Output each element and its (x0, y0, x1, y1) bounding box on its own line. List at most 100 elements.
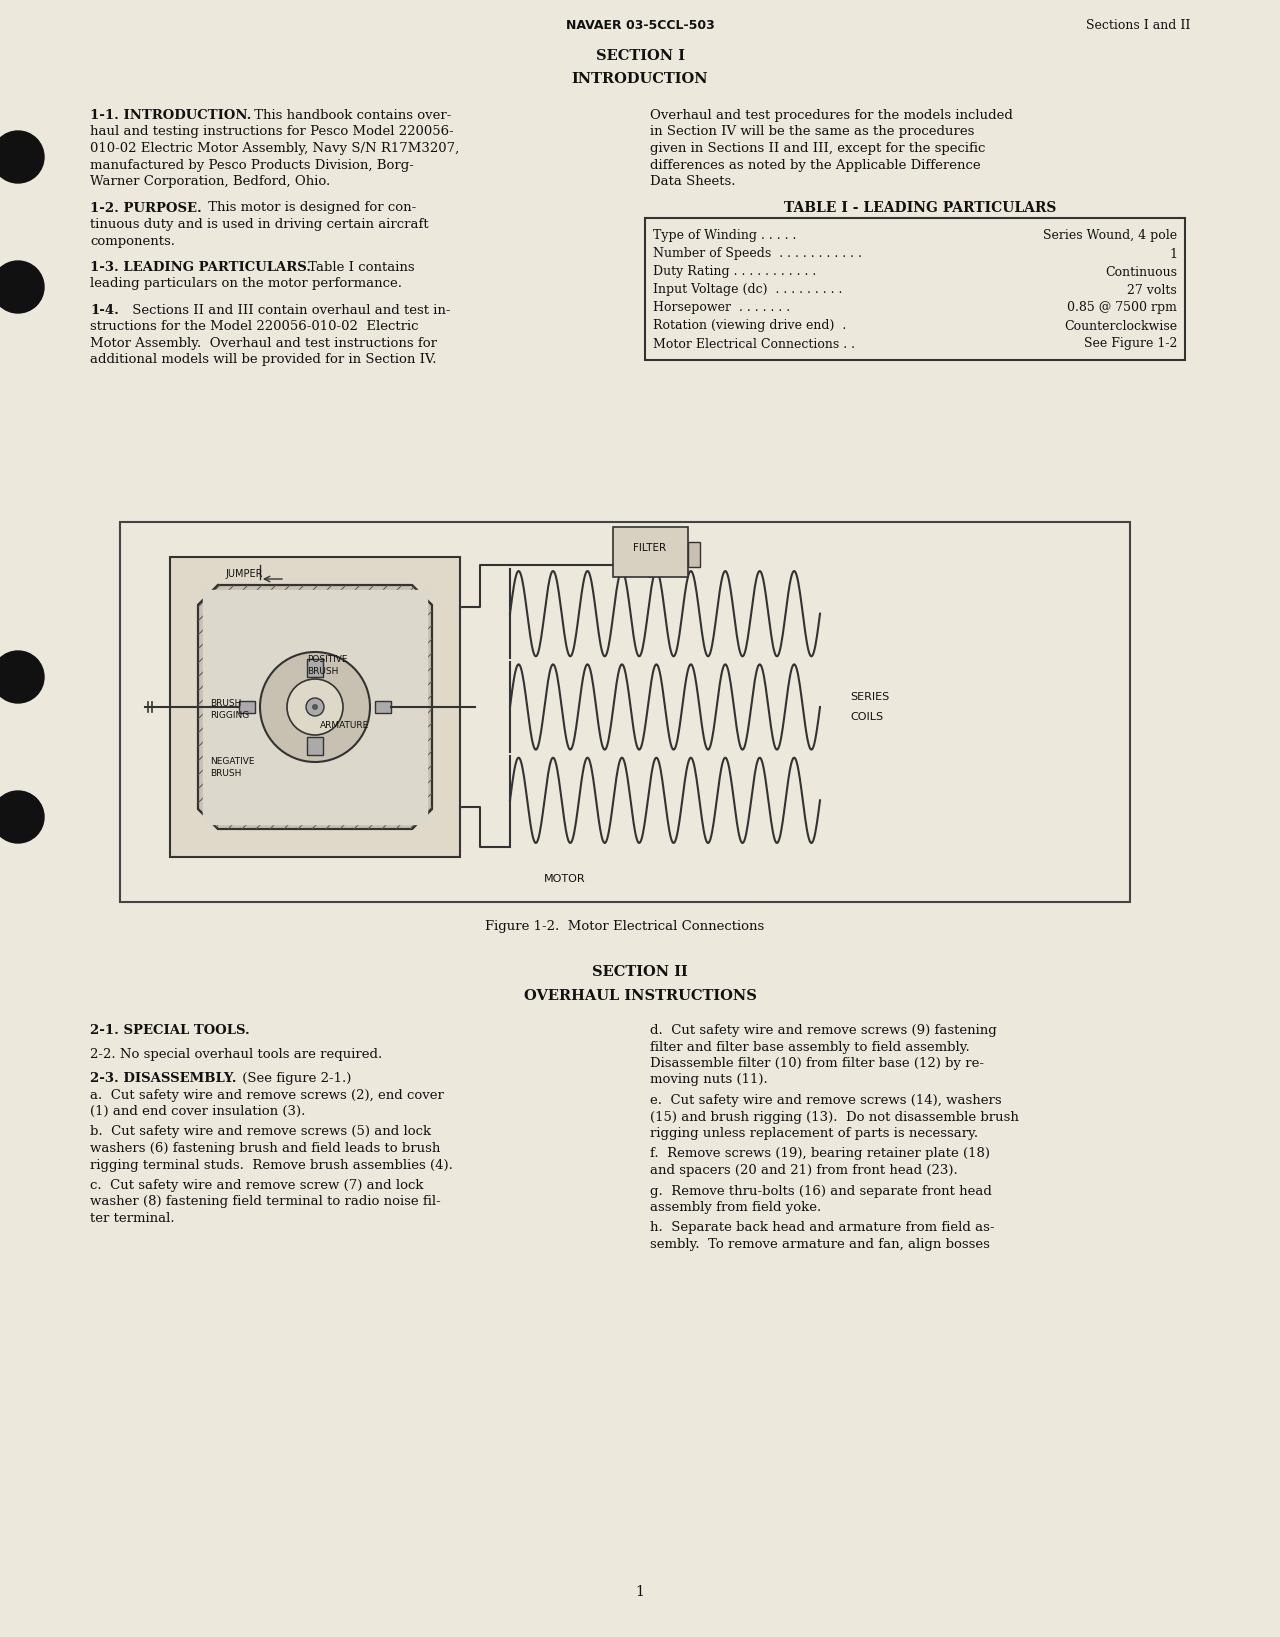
Text: washer (8) fastening field terminal to radio noise fil-: washer (8) fastening field terminal to r… (90, 1195, 440, 1208)
Text: and spacers (20 and 21) from front head (23).: and spacers (20 and 21) from front head … (650, 1164, 957, 1177)
Text: ter terminal.: ter terminal. (90, 1211, 174, 1224)
Text: SERIES: SERIES (850, 692, 890, 702)
Text: c.  Cut safety wire and remove screw (7) and lock: c. Cut safety wire and remove screw (7) … (90, 1179, 424, 1192)
Bar (375, 701, 390, 714)
Text: a.  Cut safety wire and remove screws (2), end cover: a. Cut safety wire and remove screws (2)… (90, 1089, 444, 1102)
Text: INTRODUCTION: INTRODUCTION (572, 72, 708, 87)
Polygon shape (198, 584, 433, 828)
Bar (307, 660, 323, 678)
Text: ARMATURE: ARMATURE (320, 720, 369, 730)
Circle shape (0, 652, 44, 702)
Text: rigging terminal studs.  Remove brush assemblies (4).: rigging terminal studs. Remove brush ass… (90, 1159, 453, 1172)
Circle shape (287, 679, 343, 735)
Text: Type of Winding . . . . .: Type of Winding . . . . . (653, 229, 796, 242)
Text: e.  Cut safety wire and remove screws (14), washers: e. Cut safety wire and remove screws (14… (650, 1094, 1002, 1107)
Text: additional models will be provided for in Section IV.: additional models will be provided for i… (90, 354, 436, 367)
Bar (239, 701, 255, 714)
Text: d.  Cut safety wire and remove screws (9) fastening: d. Cut safety wire and remove screws (9)… (650, 1025, 997, 1036)
Text: This handbook contains over-: This handbook contains over- (250, 110, 452, 123)
Text: Table I contains: Table I contains (305, 260, 415, 273)
Text: Number of Speeds  . . . . . . . . . . .: Number of Speeds . . . . . . . . . . . (653, 247, 861, 260)
Text: 1: 1 (1169, 247, 1178, 260)
Text: 010-02 Electric Motor Assembly, Navy S/N R17M3207,: 010-02 Electric Motor Assembly, Navy S/N… (90, 142, 460, 156)
Text: Warner Corporation, Bedford, Ohio.: Warner Corporation, Bedford, Ohio. (90, 175, 330, 188)
Circle shape (0, 131, 44, 183)
Text: Data Sheets.: Data Sheets. (650, 175, 736, 188)
Text: in Section IV will be the same as the procedures: in Section IV will be the same as the pr… (650, 126, 974, 139)
Text: washers (6) fastening brush and field leads to brush: washers (6) fastening brush and field le… (90, 1143, 440, 1156)
Text: (1) and end cover insulation (3).: (1) and end cover insulation (3). (90, 1105, 306, 1118)
Text: sembly.  To remove armature and fan, align bosses: sembly. To remove armature and fan, alig… (650, 1238, 989, 1251)
Text: BRUSH: BRUSH (210, 769, 242, 778)
Text: COILS: COILS (850, 712, 883, 722)
Bar (204, 589, 428, 823)
Text: 2-3. DISASSEMBLY.: 2-3. DISASSEMBLY. (90, 1072, 237, 1085)
Text: assembly from field yoke.: assembly from field yoke. (650, 1202, 822, 1215)
Text: OVERHAUL INSTRUCTIONS: OVERHAUL INSTRUCTIONS (524, 989, 756, 1003)
Text: h.  Separate back head and armature from field as-: h. Separate back head and armature from … (650, 1221, 995, 1234)
Text: Overhaul and test procedures for the models included: Overhaul and test procedures for the mod… (650, 110, 1012, 123)
Circle shape (306, 697, 324, 715)
Bar (120, 522, 1130, 902)
Text: 27 volts: 27 volts (1128, 283, 1178, 296)
Text: rigging unless replacement of parts is necessary.: rigging unless replacement of parts is n… (650, 1126, 978, 1139)
Text: POSITIVE: POSITIVE (307, 655, 347, 665)
Text: BRUSH: BRUSH (307, 666, 338, 676)
Text: Figure 1-2.  Motor Electrical Connections: Figure 1-2. Motor Electrical Connections (485, 920, 764, 933)
Text: (15) and brush rigging (13).  Do not disassemble brush: (15) and brush rigging (13). Do not disa… (650, 1110, 1019, 1123)
Text: g.  Remove thru-bolts (16) and separate front head: g. Remove thru-bolts (16) and separate f… (650, 1185, 992, 1198)
Text: f.  Remove screws (19), bearing retainer plate (18): f. Remove screws (19), bearing retainer … (650, 1148, 989, 1161)
Text: 2-2. No special overhaul tools are required.: 2-2. No special overhaul tools are requi… (90, 1048, 383, 1061)
Text: NAVAER 03-5CCL-503: NAVAER 03-5CCL-503 (566, 20, 714, 33)
Text: filter and filter base assembly to field assembly.: filter and filter base assembly to field… (650, 1041, 970, 1054)
Circle shape (0, 260, 44, 313)
Text: Motor Assembly.  Overhaul and test instructions for: Motor Assembly. Overhaul and test instru… (90, 337, 436, 350)
Bar (645, 218, 1185, 360)
Bar (613, 527, 687, 576)
Text: Input Voltage (dc)  . . . . . . . . .: Input Voltage (dc) . . . . . . . . . (653, 283, 842, 296)
Text: 1: 1 (636, 1585, 644, 1599)
Text: Disassemble filter (10) from filter base (12) by re-: Disassemble filter (10) from filter base… (650, 1058, 984, 1071)
Text: TABLE I - LEADING PARTICULARS: TABLE I - LEADING PARTICULARS (783, 201, 1056, 216)
Text: Rotation (viewing drive end)  .: Rotation (viewing drive end) . (653, 319, 846, 332)
Text: b.  Cut safety wire and remove screws (5) and lock: b. Cut safety wire and remove screws (5)… (90, 1126, 431, 1138)
Text: This motor is designed for con-: This motor is designed for con- (204, 201, 416, 214)
Text: leading particulars on the motor performance.: leading particulars on the motor perform… (90, 278, 402, 290)
Text: tinuous duty and is used in driving certain aircraft: tinuous duty and is used in driving cert… (90, 218, 429, 231)
Text: given in Sections II and III, except for the specific: given in Sections II and III, except for… (650, 142, 986, 156)
Text: haul and testing instructions for Pesco Model 220056-: haul and testing instructions for Pesco … (90, 126, 453, 139)
Text: structions for the Model 220056-010-02  Electric: structions for the Model 220056-010-02 E… (90, 321, 419, 334)
Text: RIGGING: RIGGING (210, 710, 250, 720)
Text: 1-3. LEADING PARTICULARS.: 1-3. LEADING PARTICULARS. (90, 260, 311, 273)
Text: Sections II and III contain overhaul and test in-: Sections II and III contain overhaul and… (128, 304, 451, 318)
Text: 0.85 @ 7500 rpm: 0.85 @ 7500 rpm (1068, 301, 1178, 314)
Bar (307, 737, 323, 755)
Text: 2-1. SPECIAL TOOLS.: 2-1. SPECIAL TOOLS. (90, 1025, 250, 1036)
Text: manufactured by Pesco Products Division, Borg-: manufactured by Pesco Products Division,… (90, 159, 413, 172)
Text: moving nuts (11).: moving nuts (11). (650, 1074, 768, 1087)
Text: Motor Electrical Connections . .: Motor Electrical Connections . . (653, 337, 855, 350)
Text: Horsepower  . . . . . . .: Horsepower . . . . . . . (653, 301, 790, 314)
Text: 1-4.: 1-4. (90, 304, 119, 318)
Text: Sections I and II: Sections I and II (1085, 20, 1190, 33)
Bar (687, 542, 699, 566)
Text: BRUSH: BRUSH (210, 699, 242, 707)
Text: Series Wound, 4 pole: Series Wound, 4 pole (1043, 229, 1178, 242)
Bar (170, 557, 460, 858)
Text: 1-2. PURPOSE.: 1-2. PURPOSE. (90, 201, 202, 214)
Text: NEGATIVE: NEGATIVE (210, 756, 255, 766)
Text: components.: components. (90, 234, 175, 247)
Text: See Figure 1-2: See Figure 1-2 (1084, 337, 1178, 350)
Text: SECTION II: SECTION II (593, 964, 687, 979)
Text: (See figure 2-1.): (See figure 2-1.) (238, 1072, 352, 1085)
Text: Continuous: Continuous (1105, 265, 1178, 278)
Text: Counterclockwise: Counterclockwise (1064, 319, 1178, 332)
Text: JUMPER: JUMPER (225, 570, 262, 579)
Text: Duty Rating . . . . . . . . . . .: Duty Rating . . . . . . . . . . . (653, 265, 817, 278)
Circle shape (312, 704, 317, 710)
Circle shape (0, 791, 44, 843)
Text: SECTION I: SECTION I (595, 49, 685, 62)
Circle shape (260, 652, 370, 761)
Text: MOTOR: MOTOR (544, 874, 586, 884)
Text: differences as noted by the Applicable Difference: differences as noted by the Applicable D… (650, 159, 980, 172)
